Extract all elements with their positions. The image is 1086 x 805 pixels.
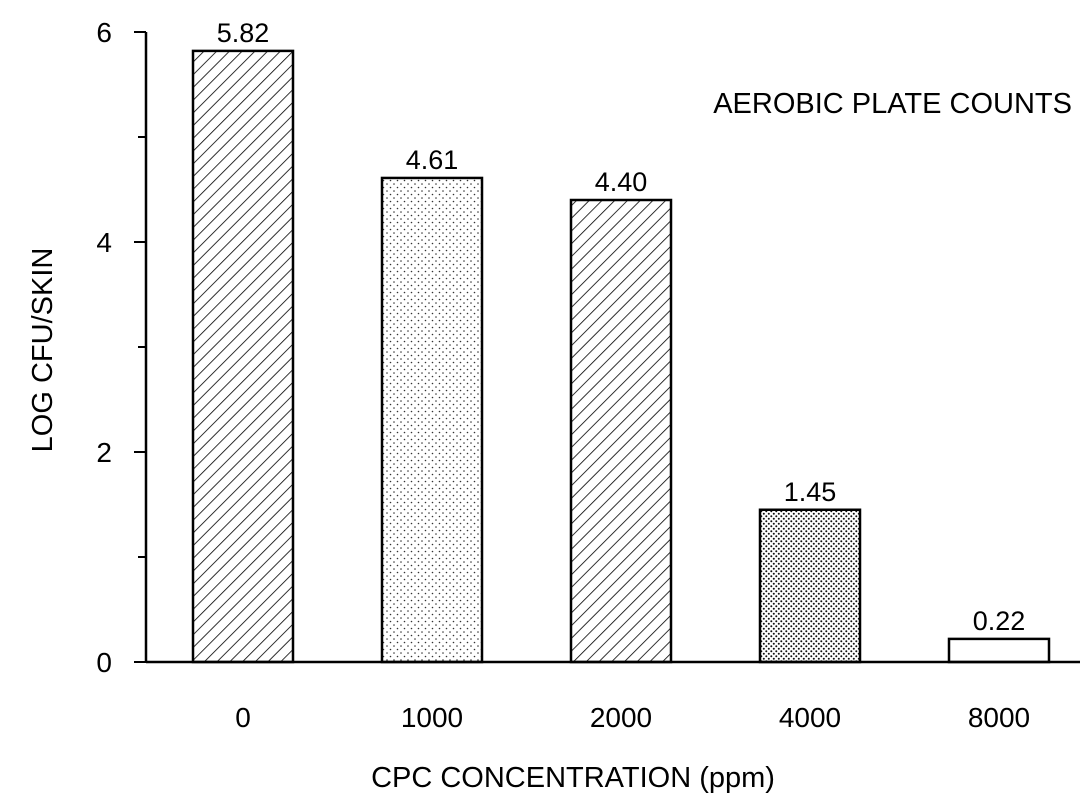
y-tick-label: 6: [96, 17, 112, 48]
plot-area: 5.82 4.61 4.40 1.45 0.22 0 2 4 6 0 1000 2000 4000 8…: [96, 17, 1080, 733]
bar-1000: [380, 176, 484, 664]
data-label-8000: 0.22: [973, 606, 1026, 636]
chart-annotation: AEROBIC PLATE COUNTS: [713, 88, 1072, 120]
data-label-1000: 4.61: [406, 145, 459, 175]
data-label-4000: 1.45: [784, 477, 837, 507]
data-labels: 5.82 4.61 4.40 1.45 0.22: [217, 18, 1026, 636]
bar-4000: [758, 508, 862, 664]
bar-0: [191, 49, 295, 664]
x-tick-labels: 0 1000 2000 4000 8000: [235, 702, 1030, 733]
y-tick-label: 0: [96, 647, 112, 678]
x-tick-label-4000: 4000: [779, 702, 841, 733]
bar-8000: [947, 637, 1051, 664]
x-tick-label-1000: 1000: [401, 702, 463, 733]
x-tick-label-8000: 8000: [968, 702, 1030, 733]
x-tick-label-2000: 2000: [590, 702, 652, 733]
data-label-0: 5.82: [217, 18, 270, 48]
x-axis-title: CPC CONCENTRATION (ppm): [371, 762, 775, 794]
y-ticks: 0 2 4 6: [96, 17, 146, 678]
data-label-2000: 4.40: [595, 167, 648, 197]
y-axis-title: LOG CFU/SKIN: [27, 248, 59, 453]
y-tick-label: 4: [96, 227, 112, 258]
x-tick-label-0: 0: [235, 702, 251, 733]
bar-2000: [569, 198, 673, 664]
y-tick-label: 2: [96, 437, 112, 468]
bars: [191, 49, 1051, 664]
